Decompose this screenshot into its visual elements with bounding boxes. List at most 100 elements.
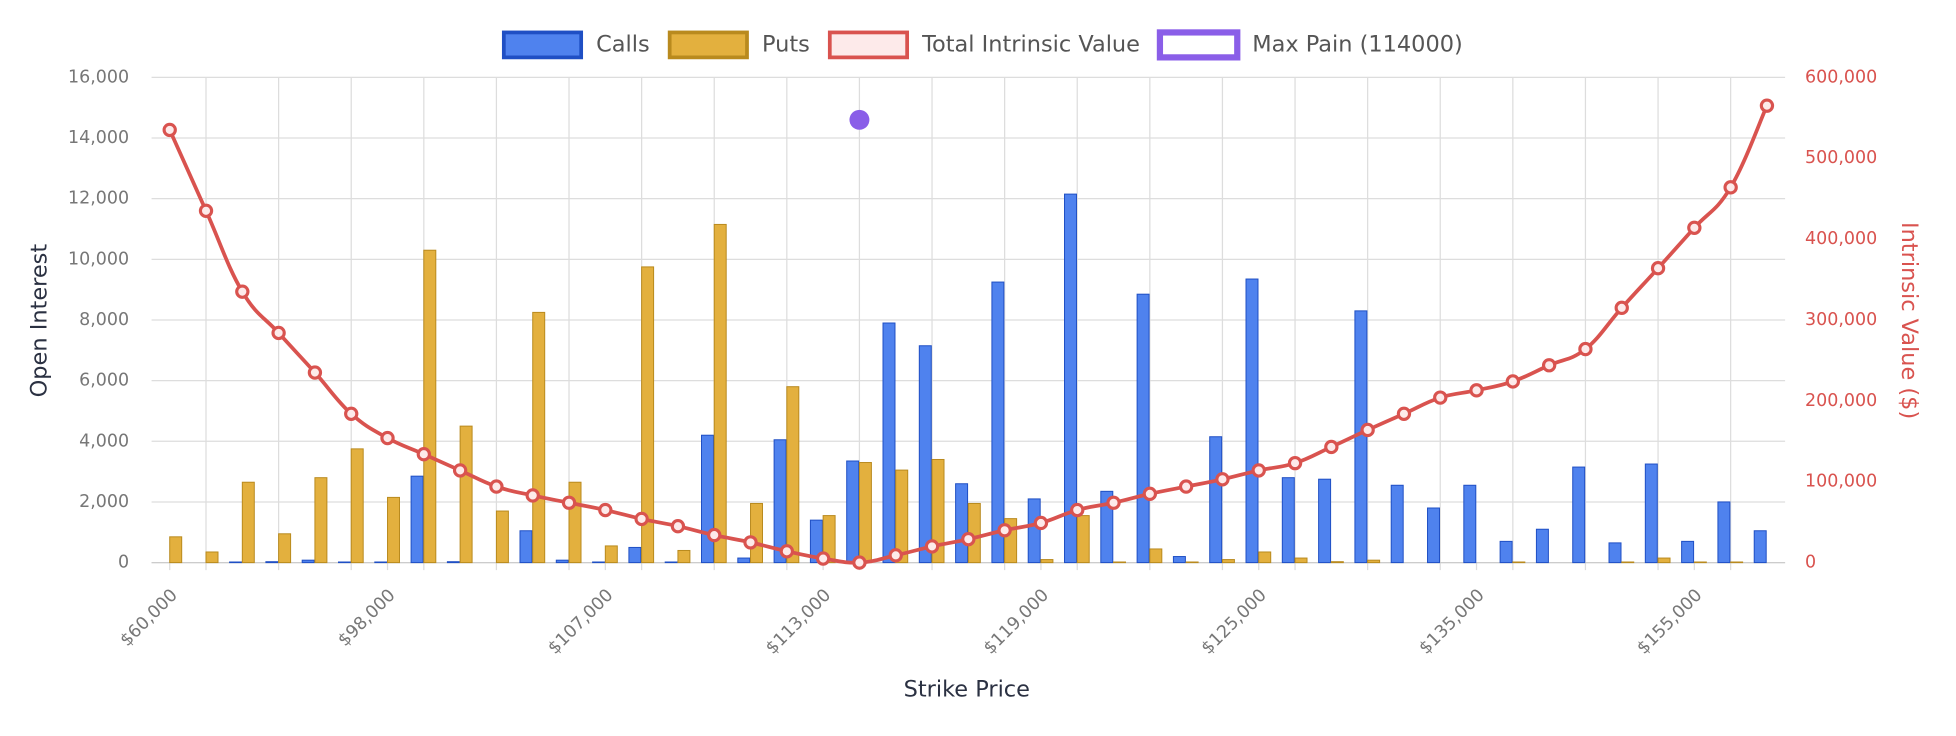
y-axis-title: Open Interest bbox=[26, 244, 52, 398]
legend-label: Max Pain (114000) bbox=[1252, 31, 1463, 57]
bar bbox=[1113, 561, 1127, 564]
x-axis-title: Strike Price bbox=[904, 676, 1030, 702]
line-point bbox=[271, 325, 286, 341]
line-point bbox=[815, 551, 831, 566]
line-point bbox=[525, 488, 540, 503]
bar bbox=[713, 223, 727, 564]
line-point bbox=[1215, 472, 1230, 487]
bar bbox=[350, 448, 364, 564]
y-tick-label: 10,000 bbox=[68, 249, 129, 269]
line-point bbox=[561, 495, 577, 510]
bar bbox=[1245, 278, 1259, 564]
line-point bbox=[307, 365, 323, 380]
line-point bbox=[961, 531, 976, 547]
bar bbox=[229, 561, 243, 564]
bar bbox=[822, 515, 836, 564]
bar bbox=[1621, 561, 1635, 564]
line-point bbox=[1287, 455, 1303, 471]
bar bbox=[265, 561, 279, 564]
bar bbox=[1258, 551, 1272, 564]
bar bbox=[169, 536, 183, 564]
bar bbox=[1463, 484, 1477, 564]
bar bbox=[858, 462, 872, 564]
line-point bbox=[1541, 358, 1557, 373]
bar bbox=[495, 510, 509, 564]
bar bbox=[737, 557, 751, 564]
bar bbox=[1294, 557, 1308, 564]
bar bbox=[846, 460, 860, 564]
y-tick-label: 14,000 bbox=[68, 128, 129, 148]
x-tick-label: $107,000 bbox=[544, 585, 617, 658]
bar bbox=[628, 546, 642, 564]
bar bbox=[278, 533, 292, 564]
line-point bbox=[924, 539, 940, 554]
line-point bbox=[380, 430, 395, 446]
line-point bbox=[598, 502, 613, 518]
bar bbox=[1681, 540, 1695, 564]
bar bbox=[895, 469, 909, 564]
bar bbox=[337, 561, 351, 564]
legend-swatch bbox=[1156, 29, 1241, 61]
legend-swatch bbox=[827, 30, 910, 60]
max-pain-point bbox=[849, 109, 870, 130]
line-point bbox=[1614, 300, 1629, 316]
x-tick-label: $60,000 bbox=[117, 585, 182, 650]
line-point bbox=[1070, 502, 1085, 518]
bar bbox=[918, 345, 932, 564]
bar bbox=[604, 545, 618, 564]
legend-label: Puts bbox=[762, 31, 810, 57]
bar bbox=[1185, 561, 1199, 564]
line-point bbox=[670, 519, 686, 534]
bar bbox=[677, 549, 691, 564]
bar bbox=[701, 434, 714, 564]
bar bbox=[592, 561, 606, 564]
x-tick-label: $119,000 bbox=[980, 585, 1053, 658]
bar bbox=[1281, 477, 1295, 564]
bar bbox=[1318, 478, 1332, 564]
line-point bbox=[1433, 390, 1448, 405]
bar bbox=[1730, 561, 1744, 564]
line-point bbox=[235, 284, 250, 299]
bar bbox=[1499, 540, 1513, 564]
bar bbox=[1149, 548, 1163, 564]
bar bbox=[387, 496, 400, 564]
bar bbox=[1004, 518, 1018, 564]
line-point bbox=[452, 463, 468, 478]
bar bbox=[1717, 501, 1731, 564]
y-tick-label: 8,000 bbox=[79, 310, 129, 330]
legend-label: Calls bbox=[596, 31, 650, 57]
y-tick-label: 4,000 bbox=[79, 431, 129, 451]
legend-label: Total Intrinsic Value bbox=[921, 31, 1140, 57]
bar bbox=[955, 483, 969, 564]
line-point bbox=[1469, 383, 1484, 398]
bar bbox=[1076, 515, 1090, 564]
bar bbox=[532, 311, 546, 564]
line-point bbox=[489, 479, 504, 494]
bar bbox=[641, 266, 655, 564]
bar bbox=[459, 425, 473, 564]
bar bbox=[205, 551, 219, 564]
line-point bbox=[1505, 374, 1521, 389]
bar bbox=[773, 439, 787, 564]
line-point bbox=[1578, 341, 1593, 357]
bar bbox=[1512, 561, 1526, 564]
line-point bbox=[1360, 422, 1375, 438]
line-point bbox=[1106, 495, 1121, 510]
bar bbox=[568, 481, 582, 564]
bar bbox=[555, 559, 569, 564]
bar bbox=[1027, 498, 1041, 564]
x-tick-label: $155,000 bbox=[1633, 585, 1706, 658]
line bbox=[168, 104, 1769, 565]
bar bbox=[931, 458, 945, 564]
legend: Calls Puts Total Intrinsic Value Max Pain (… bbox=[501, 29, 1463, 61]
line-point bbox=[1033, 515, 1049, 531]
bar bbox=[786, 386, 800, 564]
x-tick-label: $98,000 bbox=[334, 585, 399, 650]
bar bbox=[1209, 436, 1223, 564]
bar bbox=[446, 561, 460, 564]
bar bbox=[750, 502, 764, 564]
line-point bbox=[162, 122, 177, 138]
y-tick-label: 6,000 bbox=[79, 371, 129, 391]
bar bbox=[1172, 556, 1186, 564]
